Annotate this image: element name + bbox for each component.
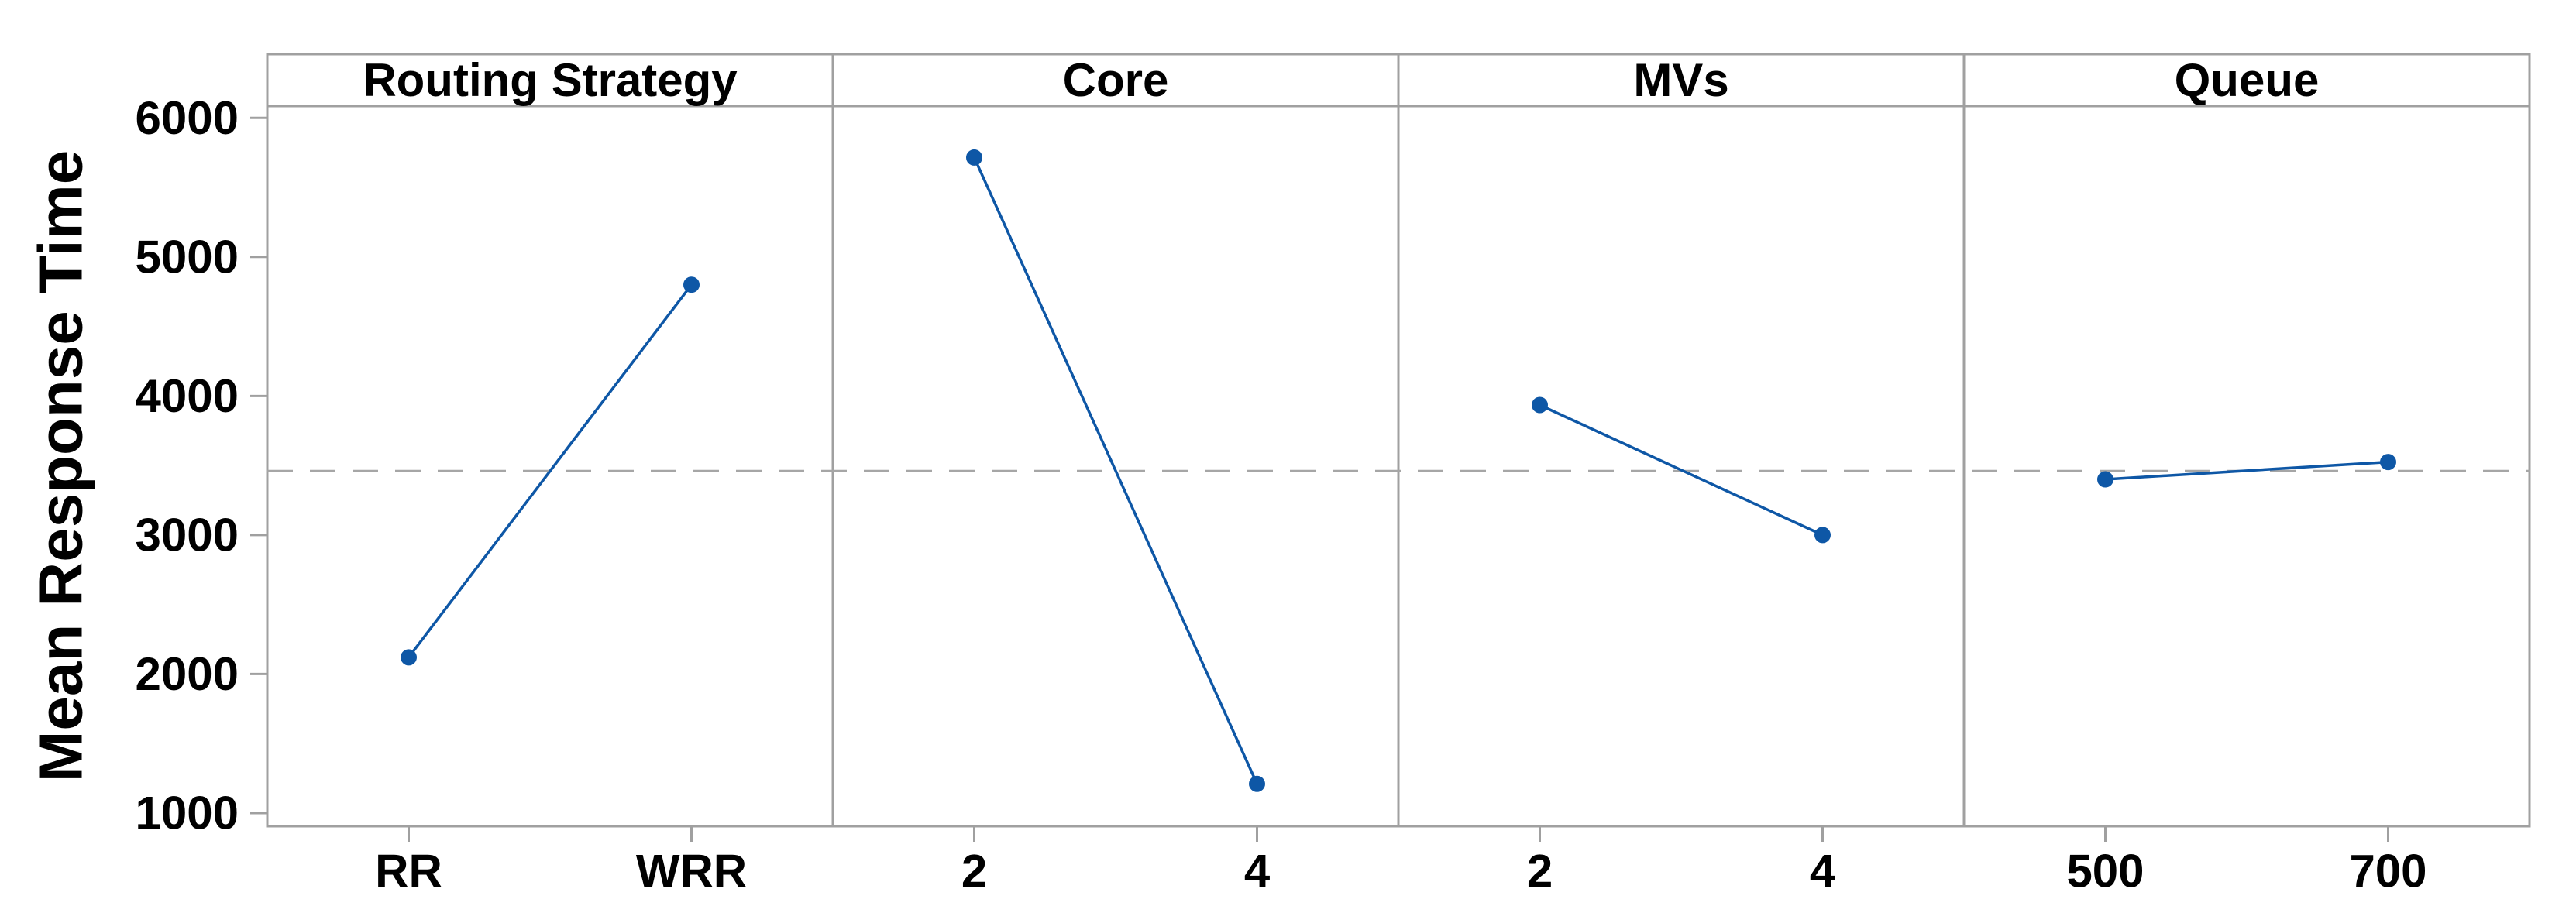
- y-tick-label: 1000: [136, 787, 239, 839]
- x-tick-label: WRR: [636, 846, 747, 898]
- panel-plot-border: [1962, 105, 2531, 828]
- data-point-marker: [401, 649, 417, 666]
- data-point-marker: [2097, 471, 2113, 488]
- y-tick-label: 3000: [136, 509, 239, 561]
- x-tick-label: 500: [2066, 846, 2144, 898]
- effect-line: [2105, 460, 2389, 481]
- panel-title: Routing Strategy: [363, 54, 738, 106]
- y-tick-label: 4000: [136, 370, 239, 422]
- effect-line: [1539, 403, 1824, 537]
- data-point-marker: [1814, 527, 1831, 544]
- data-point-marker: [966, 149, 982, 166]
- y-axis-title: Mean Response Time: [26, 150, 95, 783]
- y-tick-label: 6000: [136, 92, 239, 144]
- x-tick-label: 2: [1527, 846, 1553, 898]
- x-tick-label: 4: [1244, 846, 1271, 898]
- x-tick-label: RR: [375, 846, 442, 898]
- y-tick-label: 5000: [136, 231, 239, 283]
- x-tick-label: 700: [2349, 846, 2426, 898]
- data-point-marker: [2380, 454, 2396, 471]
- data-point-marker: [683, 276, 700, 293]
- effect-line: [972, 156, 1259, 784]
- effect-line: [408, 283, 693, 658]
- x-tick-label: 2: [961, 846, 987, 898]
- panel-title: Core: [1063, 54, 1169, 106]
- data-point-marker: [1249, 775, 1265, 792]
- panel-title-strip: [1397, 53, 1966, 108]
- data-point-marker: [1532, 396, 1548, 414]
- panel-title-strip: [1962, 53, 2531, 108]
- panel-title: MVs: [1633, 54, 1728, 106]
- panel-title: Queue: [2175, 54, 2320, 106]
- y-tick-label: 2000: [136, 648, 239, 700]
- panel-title-strip: [266, 53, 834, 108]
- x-tick-label: 4: [1810, 846, 1836, 898]
